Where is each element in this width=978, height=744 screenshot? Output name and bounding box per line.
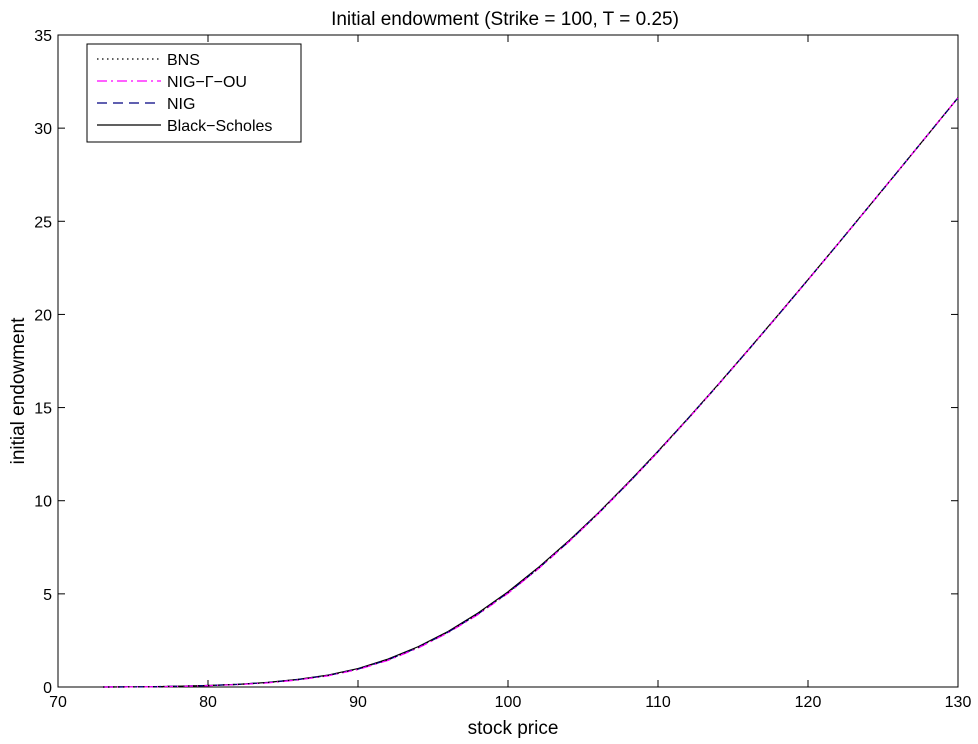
series-line-bns <box>102 97 959 688</box>
series-group <box>102 97 959 688</box>
y-tick-label: 10 <box>34 494 52 511</box>
x-axis-label: stock price <box>468 718 559 739</box>
x-tick-label: 100 <box>495 694 522 711</box>
legend-label: NIG <box>167 96 195 113</box>
x-tick-label: 110 <box>645 694 671 711</box>
y-tick-label: 25 <box>34 214 52 231</box>
legend-box <box>86 43 302 143</box>
x-tick-label: 120 <box>795 694 822 711</box>
y-tick-label: 0 <box>43 680 52 697</box>
x-tick-label: 80 <box>199 694 217 711</box>
y-axis-label: initial endowment <box>8 317 29 465</box>
legend-label: NIG−Γ−OU <box>167 74 247 91</box>
y-tick-label: 35 <box>34 28 52 45</box>
x-tick-label: 70 <box>49 694 67 711</box>
legend: BNS NIG−Γ−OU NIG Black−Scholes <box>86 43 302 143</box>
y-tick-label: 15 <box>34 401 52 418</box>
y-tick-label: 30 <box>34 121 52 138</box>
y-tick-label: 20 <box>34 307 52 324</box>
y-axis-ticks: 0 5 10 15 20 25 30 35 <box>34 28 958 697</box>
y-tick-label: 5 <box>43 587 52 604</box>
x-tick-label: 130 <box>945 694 972 711</box>
x-axis-ticks: 70 80 90 100 110 120 130 <box>49 35 971 711</box>
legend-label: Black−Scholes <box>167 118 272 135</box>
plot-area: 70 80 90 100 110 120 130 0 5 10 15 20 25 30 35 <box>34 28 971 711</box>
chart-title: Initial endowment (Strike = 100, T = 0.2… <box>331 9 679 30</box>
legend-entry: NIG <box>97 96 195 113</box>
legend-label: BNS <box>167 52 200 69</box>
legend-items: BNS NIG−Γ−OU NIG Black−Scholes <box>97 52 272 135</box>
legend-entry: BNS <box>97 52 200 69</box>
legend-entry: NIG−Γ−OU <box>97 74 247 91</box>
legend-entry: Black−Scholes <box>97 118 272 135</box>
x-tick-label: 90 <box>349 694 367 711</box>
